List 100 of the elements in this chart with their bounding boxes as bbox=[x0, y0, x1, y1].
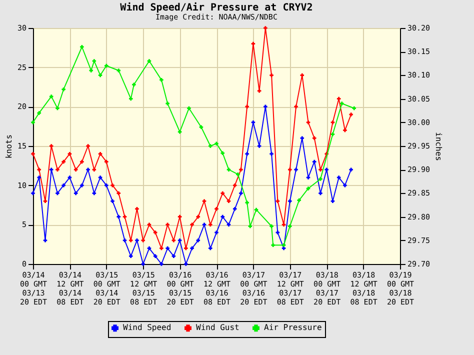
point bbox=[56, 168, 60, 172]
point bbox=[153, 254, 158, 258]
point bbox=[92, 191, 96, 196]
point bbox=[318, 168, 322, 172]
point bbox=[135, 238, 139, 242]
point bbox=[324, 168, 328, 172]
point bbox=[343, 183, 347, 188]
point bbox=[294, 104, 298, 109]
point bbox=[147, 246, 152, 250]
point bbox=[184, 262, 188, 266]
point bbox=[288, 168, 292, 172]
point bbox=[349, 168, 353, 172]
point bbox=[276, 230, 280, 234]
point bbox=[245, 104, 249, 109]
point bbox=[336, 176, 341, 180]
point bbox=[306, 120, 310, 124]
point bbox=[220, 191, 224, 196]
point bbox=[312, 160, 316, 164]
point bbox=[56, 191, 60, 196]
point bbox=[264, 26, 268, 30]
point bbox=[270, 73, 274, 78]
legend-label: Wind Gust bbox=[196, 323, 240, 332]
point bbox=[196, 238, 200, 242]
point bbox=[110, 199, 114, 203]
point bbox=[166, 222, 170, 227]
point bbox=[343, 128, 347, 132]
point bbox=[196, 214, 200, 219]
point bbox=[276, 199, 280, 203]
point bbox=[147, 222, 152, 227]
point bbox=[226, 199, 231, 203]
point bbox=[318, 191, 322, 196]
point bbox=[178, 214, 182, 219]
point bbox=[184, 246, 188, 250]
point bbox=[98, 152, 102, 156]
point bbox=[49, 168, 54, 172]
point bbox=[208, 222, 212, 227]
point bbox=[239, 168, 243, 172]
point bbox=[251, 120, 256, 124]
point bbox=[62, 183, 66, 188]
point bbox=[86, 168, 90, 172]
point bbox=[190, 246, 194, 250]
point bbox=[257, 89, 262, 93]
point bbox=[128, 238, 133, 242]
point bbox=[336, 96, 341, 101]
point bbox=[98, 176, 102, 180]
point bbox=[122, 238, 127, 242]
point bbox=[92, 168, 96, 172]
point bbox=[264, 104, 268, 109]
point bbox=[202, 199, 206, 203]
point bbox=[208, 246, 212, 250]
point bbox=[37, 168, 41, 172]
point bbox=[116, 191, 121, 196]
point bbox=[166, 246, 170, 250]
point bbox=[153, 230, 158, 234]
point bbox=[80, 160, 84, 164]
point bbox=[135, 207, 139, 211]
point bbox=[214, 230, 218, 234]
point bbox=[226, 222, 231, 227]
point bbox=[141, 262, 145, 266]
point bbox=[178, 238, 182, 242]
point bbox=[190, 222, 194, 227]
y-axis-title: knots bbox=[4, 134, 14, 159]
point bbox=[232, 183, 237, 188]
point bbox=[43, 238, 48, 242]
point bbox=[68, 176, 72, 180]
point bbox=[172, 254, 176, 258]
chart-title: Wind Speed/Air Pressure at CRYV2 bbox=[120, 2, 313, 14]
point bbox=[74, 168, 78, 172]
point bbox=[214, 207, 218, 211]
point bbox=[349, 112, 353, 116]
point bbox=[160, 246, 164, 250]
point bbox=[330, 199, 335, 203]
point bbox=[104, 183, 108, 188]
legend-label: Air Pressure bbox=[264, 323, 322, 332]
point bbox=[172, 238, 176, 242]
point bbox=[294, 168, 298, 172]
point bbox=[80, 183, 84, 188]
point bbox=[37, 176, 41, 180]
point bbox=[104, 160, 108, 164]
point bbox=[288, 199, 292, 203]
point bbox=[141, 238, 145, 242]
point bbox=[128, 254, 133, 258]
point bbox=[110, 183, 114, 188]
point bbox=[43, 199, 48, 203]
point bbox=[251, 42, 256, 46]
point bbox=[202, 222, 206, 227]
point bbox=[220, 214, 224, 219]
legend-label: Wind Speed bbox=[123, 323, 172, 332]
point bbox=[312, 136, 316, 140]
point bbox=[116, 214, 121, 219]
point bbox=[122, 214, 127, 219]
point bbox=[300, 136, 304, 140]
point bbox=[232, 207, 237, 211]
point bbox=[330, 120, 335, 124]
y2-axis-title: inches bbox=[434, 132, 444, 162]
point bbox=[306, 176, 310, 180]
point bbox=[160, 262, 164, 266]
point bbox=[74, 191, 78, 196]
point bbox=[239, 191, 243, 196]
point bbox=[300, 73, 304, 78]
